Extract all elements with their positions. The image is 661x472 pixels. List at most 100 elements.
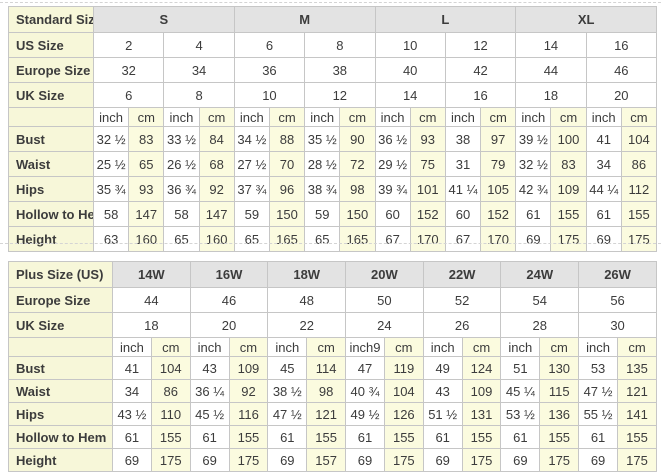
measure-value-cell: 47	[345, 356, 385, 380]
measure-value-cell: 63	[92, 226, 130, 252]
size-value-cell: 14	[515, 32, 587, 58]
measure-value-cell: 135	[616, 356, 658, 380]
measure-value-cell: 61	[112, 425, 152, 449]
measure-value-cell: 61	[345, 425, 385, 449]
size-group-header: 20W	[345, 261, 424, 288]
row-label: Height	[8, 226, 94, 252]
row-label: Waist	[8, 379, 113, 403]
measure-value-cell: 44 ¼	[585, 176, 622, 202]
size-group-header: 16W	[189, 261, 269, 288]
row-label: Europe Size	[8, 287, 113, 313]
measure-value-cell: 59	[304, 201, 341, 227]
size-value-cell: 14	[374, 82, 446, 108]
unit-cell: cm	[228, 337, 269, 357]
measure-value-cell: 41	[585, 126, 622, 152]
measure-value-cell: 67	[374, 226, 411, 252]
measure-value-cell: 40 ¾	[345, 379, 385, 403]
size-value-cell: 26	[422, 312, 502, 338]
measure-value-cell: 43	[422, 379, 463, 403]
measure-value-cell: 175	[150, 448, 191, 472]
size-group-header: 22W	[422, 261, 502, 288]
measure-value-cell: 61	[500, 425, 541, 449]
measure-value-cell: 75	[409, 151, 446, 177]
measure-value-cell: 65	[163, 226, 200, 252]
unit-cell: cm	[409, 107, 446, 127]
measure-value-cell: 58	[92, 201, 130, 227]
measure-value-cell: 60	[374, 201, 411, 227]
measure-value-cell: 136	[539, 402, 580, 426]
measure-value-cell: 69	[585, 226, 622, 252]
measure-value-cell: 98	[306, 379, 347, 403]
measure-value-cell: 61	[585, 201, 622, 227]
measure-value-cell: 93	[409, 126, 446, 152]
row-label: Hips	[8, 402, 113, 426]
table-title: Plus Size (US)	[8, 261, 113, 288]
standard-size-table-body: Standard Size S M L XL US Size 2 4 6 8 10 12 14 16 Eur…	[8, 6, 658, 252]
measure-value-cell: 32 ½	[515, 151, 552, 177]
unit-cell: inch	[374, 107, 411, 127]
measure-value-cell: 150	[268, 201, 306, 227]
measure-value-cell: 155	[539, 425, 580, 449]
measure-value-cell: 147	[198, 201, 235, 227]
measure-value-cell: 42 ¾	[515, 176, 552, 202]
measure-value-cell: 104	[150, 356, 191, 380]
measure-value-cell: 155	[150, 425, 191, 449]
size-value-cell: 30	[578, 312, 657, 338]
measure-value-cell: 86	[620, 151, 658, 177]
measure-value-cell: 45 ½	[189, 402, 230, 426]
measure-value-cell: 43 ½	[112, 402, 152, 426]
measure-value-cell: 131	[461, 402, 502, 426]
size-value-cell: 6	[92, 82, 165, 108]
measure-value-cell: 38 ¾	[304, 176, 341, 202]
measure-value-cell: 60	[444, 201, 482, 227]
size-value-cell: 2	[92, 32, 165, 58]
measure-value-cell: 152	[409, 201, 446, 227]
measure-value-cell: 165	[339, 226, 376, 252]
measure-value-cell: 65	[233, 226, 270, 252]
measure-value-cell: 83	[128, 126, 165, 152]
measure-value-cell: 101	[409, 176, 446, 202]
measure-value-cell: 59	[233, 201, 270, 227]
measure-value-cell: 175	[383, 448, 424, 472]
measure-value-cell: 155	[461, 425, 502, 449]
measure-value-cell: 109	[461, 379, 502, 403]
unit-cell: cm	[539, 337, 580, 357]
measure-value-cell: 61	[267, 425, 308, 449]
measure-value-cell: 110	[150, 402, 191, 426]
size-group-header: 18W	[267, 261, 347, 288]
measure-value-cell: 53 ½	[500, 402, 541, 426]
size-group-header: L	[374, 6, 517, 33]
size-value-cell: 16	[585, 32, 658, 58]
unit-cell: inch	[422, 337, 463, 357]
measure-value-cell: 69	[267, 448, 308, 472]
measure-value-cell: 98	[339, 176, 376, 202]
measure-value-cell: 121	[306, 402, 347, 426]
measure-value-cell: 36 ¾	[163, 176, 200, 202]
unit-cell: inch9	[345, 337, 385, 357]
measure-value-cell: 141	[616, 402, 658, 426]
measure-value-cell: 175	[550, 226, 587, 252]
size-value-cell: 20	[189, 312, 269, 338]
measure-value-cell: 34 ½	[233, 126, 270, 152]
measure-value-cell: 155	[306, 425, 347, 449]
measure-value-cell: 43	[189, 356, 230, 380]
size-group-header: 24W	[500, 261, 580, 288]
unit-cell: cm	[198, 107, 235, 127]
measure-value-cell: 36 ¼	[189, 379, 230, 403]
size-value-cell: 22	[267, 312, 347, 338]
row-label: Height	[8, 448, 113, 472]
unit-cell: cm	[620, 107, 658, 127]
measure-value-cell: 155	[616, 425, 658, 449]
size-value-cell: 52	[422, 287, 502, 313]
measure-value-cell: 68	[198, 151, 235, 177]
row-label: Waist	[8, 151, 94, 177]
size-value-cell: 44	[112, 287, 191, 313]
measure-value-cell: 47 ½	[267, 402, 308, 426]
measure-value-cell: 104	[620, 126, 658, 152]
measure-value-cell: 51	[500, 356, 541, 380]
size-value-cell: 46	[189, 287, 269, 313]
size-value-cell: 12	[304, 82, 376, 108]
measure-value-cell: 65	[128, 151, 165, 177]
measure-value-cell: 31	[444, 151, 482, 177]
measure-value-cell: 69	[515, 226, 552, 252]
